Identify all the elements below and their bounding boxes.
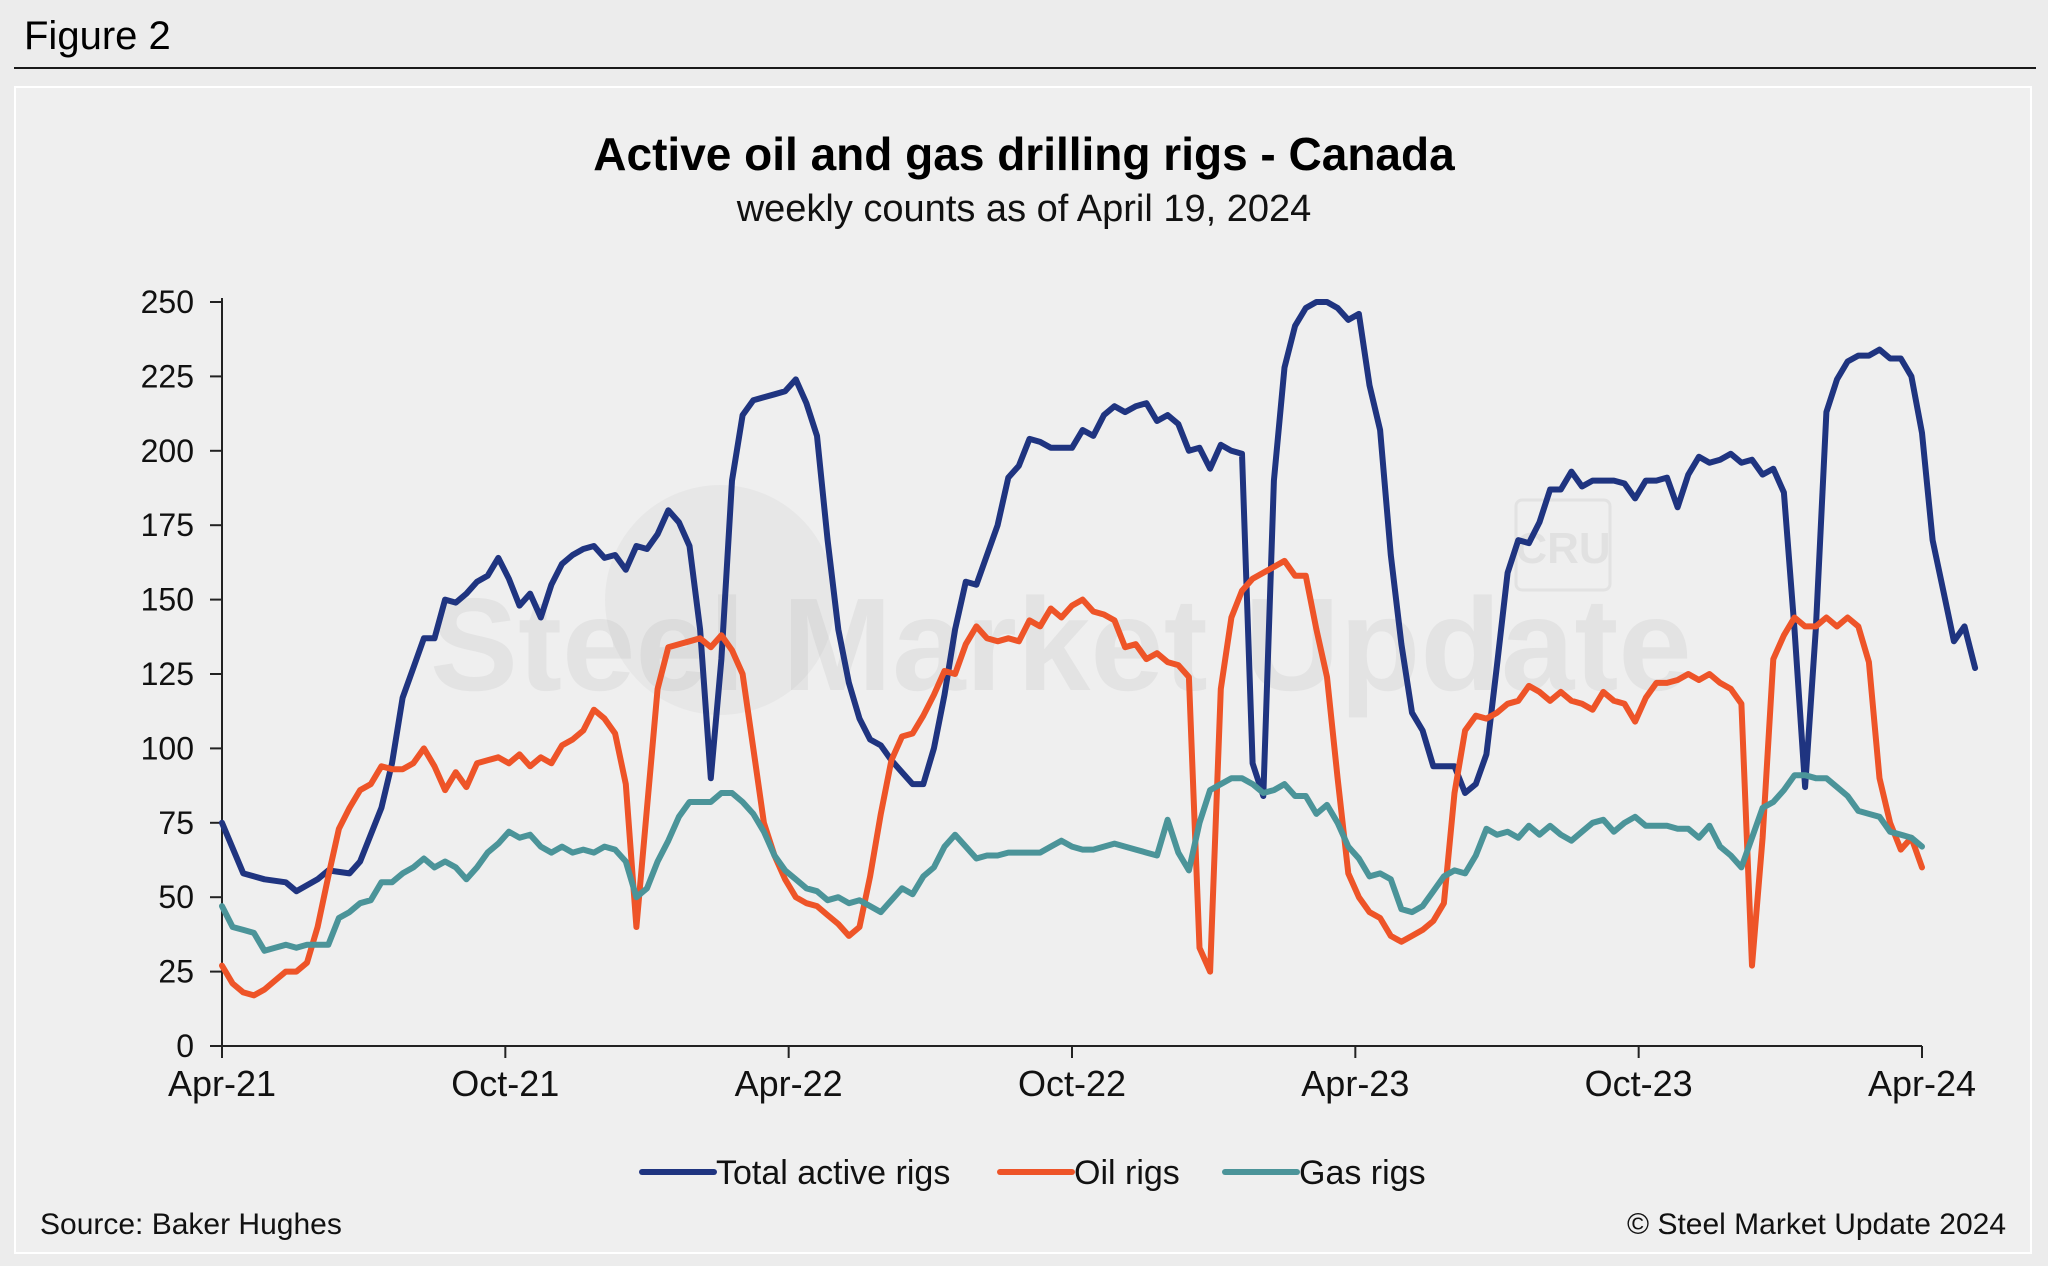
copyright-note: © Steel Market Update 2024 — [1627, 1208, 2006, 1241]
figure-label: Figure 2 — [24, 14, 171, 58]
y-tick-label: 100 — [141, 730, 194, 766]
y-tick-label: 75 — [158, 805, 194, 841]
legend-label: Oil rigs — [1074, 1154, 1180, 1192]
y-tick-label: 25 — [158, 954, 194, 990]
y-tick-label: 0 — [176, 1028, 194, 1064]
y-tick-label: 200 — [141, 433, 194, 469]
chart-panel — [14, 86, 2032, 1254]
x-tick-label: Oct-21 — [451, 1063, 559, 1104]
series-line-total-active-rigs — [219, 299, 1979, 895]
y-tick-label: 175 — [141, 507, 194, 543]
y-tick-label: 150 — [141, 582, 194, 618]
series-line-oil-rigs — [219, 557, 1925, 999]
chart-subtitle: weekly counts as of April 19, 2024 — [736, 188, 1312, 230]
source-note: Source: Baker Hughes — [40, 1208, 342, 1241]
header-rule — [14, 67, 2036, 69]
chart-title: Active oil and gas drilling rigs - Canad… — [593, 128, 1455, 180]
watermark-badge-text: CRU — [1515, 524, 1610, 573]
x-tick-label: Apr-22 — [735, 1063, 843, 1104]
watermark: Steel Market Update CRU — [430, 498, 1692, 718]
axes: 0 25 50 75 100 125 150 175 200 225 250 Apr-21 Oct-21… — [141, 284, 1976, 1104]
series-layer — [219, 299, 1979, 999]
x-tick-label: Apr-23 — [1301, 1063, 1409, 1104]
legend-label: Gas rigs — [1299, 1154, 1426, 1192]
y-tick-label: 250 — [141, 284, 194, 320]
x-tick-label: Apr-24 — [1868, 1063, 1976, 1104]
x-tick-label: Oct-23 — [1585, 1063, 1693, 1104]
x-tick-label: Apr-21 — [168, 1063, 276, 1104]
y-tick-label: 50 — [158, 879, 194, 915]
legend-label: Total active rigs — [716, 1154, 950, 1192]
y-tick-label: 125 — [141, 656, 194, 692]
series-line-gas-rigs — [219, 772, 1925, 954]
y-tick-label: 225 — [141, 358, 194, 394]
x-tick-label: Oct-22 — [1018, 1063, 1126, 1104]
watermark-text: Steel Market Update — [430, 571, 1692, 718]
legend: Total active rigs Oil rigs Gas rigs — [639, 1154, 1426, 1192]
